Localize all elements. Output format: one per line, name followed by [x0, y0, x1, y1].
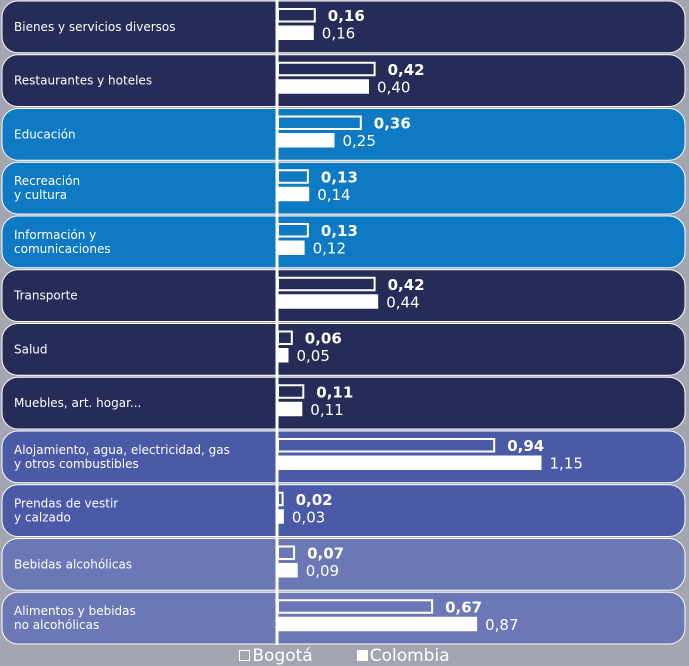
data-label-colombia: 0,87	[485, 616, 518, 634]
bar-colombia	[277, 509, 284, 524]
legend-item-bogota: Bogotá	[239, 645, 313, 666]
chart-row: Bebidas alcohólicas 0,070,09	[1, 538, 686, 591]
data-label-bogota: 0,16	[328, 7, 365, 25]
row-background	[1, 108, 686, 161]
row-background	[1, 538, 686, 591]
data-label-bogota: 0,02	[296, 491, 333, 509]
data-label-bogota: 0,13	[321, 222, 358, 240]
bar-colombia	[277, 133, 335, 148]
category-label: Transporte	[13, 289, 78, 303]
data-label-bogota: 0,11	[316, 383, 353, 401]
data-label-bogota: 0,07	[307, 545, 344, 563]
data-label-colombia: 0,09	[306, 562, 339, 580]
legend-swatch-filled	[356, 650, 368, 661]
category-label: Bienes y servicios diversos	[14, 20, 175, 34]
legend-swatch-outline	[239, 650, 251, 661]
bar-colombia	[277, 79, 369, 94]
data-label-colombia: 0,16	[322, 25, 355, 43]
data-label-colombia: 0,11	[310, 401, 343, 419]
legend-item-colombia: Colombia	[356, 645, 450, 666]
data-label-colombia: 1,15	[550, 455, 583, 473]
chart-row: Restaurantes y hoteles 0,420,40	[1, 54, 686, 107]
category-label: Recreación	[14, 174, 80, 188]
row-background	[1, 376, 686, 430]
bar-chart-svg: Bienes y servicios diversos 0,160,16 Resta…	[1, 0, 686, 645]
category-label: Bebidas alcohólicas	[14, 557, 132, 571]
category-label: y calzado	[14, 511, 71, 525]
chart-row: Muebles, art. hogar... 0,110,11	[1, 376, 686, 430]
data-label-bogota: 0,94	[507, 437, 544, 455]
chart-row: Transporte 0,420,44	[1, 269, 686, 322]
data-label-colombia: 0,25	[343, 132, 376, 150]
category-label: Restaurantes y hoteles	[14, 74, 152, 88]
category-label: Prendas de vestir	[14, 497, 118, 511]
legend: Bogotá Colombia	[0, 645, 689, 666]
category-label: comunicaciones	[14, 242, 111, 256]
chart-row: Salud 0,060,05	[1, 323, 686, 376]
category-label: Salud	[14, 342, 48, 356]
category-label: y cultura	[14, 188, 67, 202]
data-label-colombia: 0,03	[292, 508, 325, 526]
category-label: Alimentos y bebidas	[14, 604, 136, 618]
data-label-colombia: 0,05	[297, 347, 330, 365]
row-background	[1, 484, 686, 537]
chart-row: Bienes y servicios diversos 0,160,16	[1, 0, 686, 54]
row-background	[1, 161, 686, 215]
row-background	[1, 215, 686, 269]
bar-colombia	[277, 616, 478, 632]
bar-colombia	[277, 25, 314, 40]
data-label-bogota: 0,13	[321, 168, 358, 186]
bar-colombia	[277, 348, 289, 363]
data-label-bogota: 0,67	[445, 598, 482, 616]
category-label: no alcohólicas	[14, 618, 99, 632]
category-label: Información y	[14, 228, 96, 242]
data-label-bogota: 0,06	[305, 330, 342, 348]
bar-colombia	[277, 240, 305, 255]
category-label: Muebles, art. hogar...	[14, 396, 141, 410]
data-label-colombia: 0,44	[386, 293, 419, 311]
data-label-bogota: 0,42	[388, 276, 425, 294]
category-label: Alojamiento, agua, electricidad, gas	[14, 443, 230, 457]
legend-label-colombia: Colombia	[369, 645, 450, 666]
category-label: Educación	[14, 127, 76, 141]
data-label-bogota: 0,36	[374, 115, 411, 133]
data-label-colombia: 0,12	[313, 240, 346, 258]
legend-label-bogota: Bogotá	[252, 645, 313, 666]
bar-colombia	[277, 401, 303, 417]
category-label: y otros combustibles	[14, 457, 139, 471]
bar-colombia	[277, 294, 379, 309]
data-label-bogota: 0,42	[388, 61, 425, 79]
bar-colombia	[277, 563, 298, 578]
bar-colombia	[277, 455, 542, 470]
bar-colombia	[277, 186, 310, 202]
row-background	[1, 323, 686, 376]
chart-row: Educación 0,360,25	[1, 108, 686, 161]
data-label-colombia: 0,40	[377, 78, 410, 96]
data-label-colombia: 0,14	[317, 186, 350, 204]
row-background	[1, 0, 686, 54]
